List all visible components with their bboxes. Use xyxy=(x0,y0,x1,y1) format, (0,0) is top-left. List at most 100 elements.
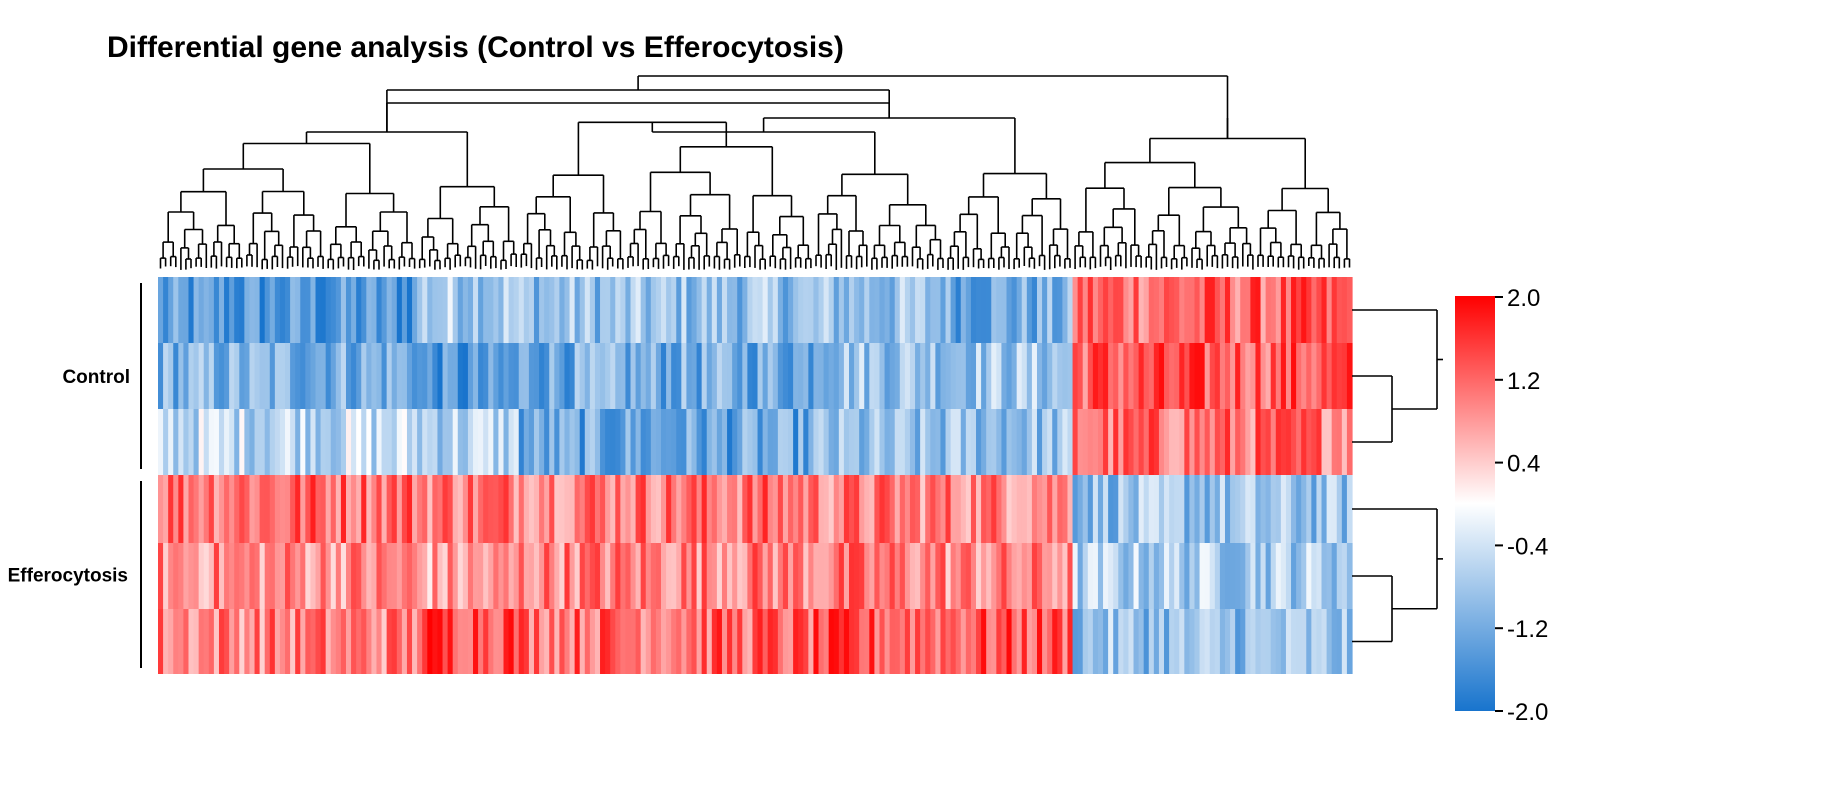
heatmap-cell xyxy=(864,409,870,475)
heatmap-cell xyxy=(605,409,611,475)
heatmap-cell xyxy=(1087,475,1094,543)
heatmap-cell xyxy=(1092,409,1099,475)
heatmap-cell xyxy=(970,343,977,409)
heatmap-cell xyxy=(676,409,682,475)
heatmap-cell xyxy=(742,543,748,609)
heatmap-cell xyxy=(1341,409,1348,475)
heatmap-cell xyxy=(1194,277,1201,343)
heatmap-cell xyxy=(976,543,982,609)
heatmap-cell xyxy=(940,409,947,475)
heatmap-cell xyxy=(478,343,484,409)
heatmap-cell xyxy=(1164,277,1170,343)
heatmap-cell xyxy=(1189,475,1196,543)
heatmap-cell xyxy=(1230,475,1236,543)
heatmap-cell xyxy=(843,609,850,674)
heatmap-cell xyxy=(747,475,754,543)
heatmap-cell xyxy=(1103,343,1109,409)
heatmap-cell xyxy=(193,543,200,609)
heatmap-cell xyxy=(1255,343,1262,409)
heatmap-cell xyxy=(640,277,647,343)
heatmap-cell xyxy=(193,343,200,409)
heatmap-cell xyxy=(1285,475,1292,543)
heatmap-cell xyxy=(981,475,987,543)
heatmap-cell xyxy=(447,475,454,543)
heatmap-cell xyxy=(1052,277,1058,343)
heatmap-cell xyxy=(584,609,591,674)
heatmap-cell xyxy=(1311,343,1318,409)
heatmap-cell xyxy=(620,343,627,409)
heatmap-cell xyxy=(381,409,388,475)
heatmap-cell xyxy=(386,543,393,609)
heatmap-cell xyxy=(249,609,256,674)
heatmap-cell xyxy=(849,609,855,674)
heatmap-cell xyxy=(1214,409,1221,475)
heatmap-cell xyxy=(432,343,439,409)
heatmap-cell xyxy=(376,409,383,475)
heatmap-cell xyxy=(473,543,479,609)
heatmap-cell xyxy=(544,277,550,343)
heatmap-cell xyxy=(391,277,398,343)
heatmap-cell xyxy=(1174,343,1180,409)
heatmap-cell xyxy=(1164,343,1170,409)
heatmap-cell xyxy=(605,609,611,674)
heatmap-cell xyxy=(1230,543,1236,609)
heatmap-cell xyxy=(462,543,469,609)
heatmap-cell xyxy=(1042,277,1048,343)
heatmap-cell xyxy=(1062,343,1069,409)
heatmap-cell xyxy=(640,475,647,543)
heatmap-cell xyxy=(1321,409,1328,475)
heatmap-cell xyxy=(920,277,926,343)
heatmap-cell xyxy=(371,543,378,609)
heatmap-cell xyxy=(1082,609,1089,674)
heatmap-cell xyxy=(615,609,621,674)
heatmap-cell xyxy=(559,277,566,343)
heatmap-cell xyxy=(610,543,616,609)
heatmap-cell xyxy=(351,277,357,343)
heatmap-cell xyxy=(356,409,362,475)
heatmap-cell xyxy=(1128,277,1135,343)
heatmap-cell xyxy=(1097,475,1104,543)
heatmap-cell xyxy=(630,343,637,409)
heatmap-cell xyxy=(1006,543,1013,609)
heatmap-cell xyxy=(1270,475,1277,543)
heatmap-cell xyxy=(168,543,174,609)
heatmap-cell xyxy=(518,409,525,475)
heatmap-cell xyxy=(666,475,672,543)
heatmap-cell xyxy=(320,543,327,609)
heatmap-cell xyxy=(650,343,657,409)
heatmap-cell xyxy=(772,475,779,543)
heatmap-cell xyxy=(940,609,947,674)
heatmap-cell xyxy=(259,609,266,674)
heatmap-cell xyxy=(356,277,362,343)
heatmap-cell xyxy=(793,543,799,609)
heatmap-cell xyxy=(589,343,596,409)
heatmap-cell xyxy=(1224,343,1231,409)
heatmap-cell xyxy=(925,609,931,674)
heatmap-cell xyxy=(915,277,921,343)
heatmap-cell xyxy=(1138,609,1145,674)
heatmap-cell xyxy=(706,543,713,609)
heatmap-cell xyxy=(854,277,860,343)
heatmap-cell xyxy=(854,543,860,609)
heatmap-cell xyxy=(696,609,703,674)
heatmap-cell xyxy=(1311,609,1318,674)
heatmap-cell xyxy=(706,609,713,674)
heatmap-cell xyxy=(828,609,835,674)
heatmap-cell xyxy=(366,475,372,543)
heatmap-cell xyxy=(671,343,677,409)
heatmap-cell xyxy=(813,277,820,343)
heatmap-cell xyxy=(523,277,530,343)
heatmap-cell xyxy=(762,409,769,475)
heatmap-cell xyxy=(508,609,515,674)
heatmap-cell xyxy=(549,277,555,343)
group-annotations: Control Efferocytosis xyxy=(8,283,142,668)
heatmap-cell xyxy=(1265,543,1272,609)
heatmap-cell xyxy=(533,409,540,475)
heatmap-cell xyxy=(203,475,210,543)
heatmap-cell xyxy=(467,475,474,543)
heatmap-cell xyxy=(915,343,921,409)
heatmap-cell xyxy=(884,475,891,543)
heatmap-cell xyxy=(1209,409,1216,475)
heatmap-cell xyxy=(1011,609,1018,674)
heatmap-cell xyxy=(589,409,596,475)
